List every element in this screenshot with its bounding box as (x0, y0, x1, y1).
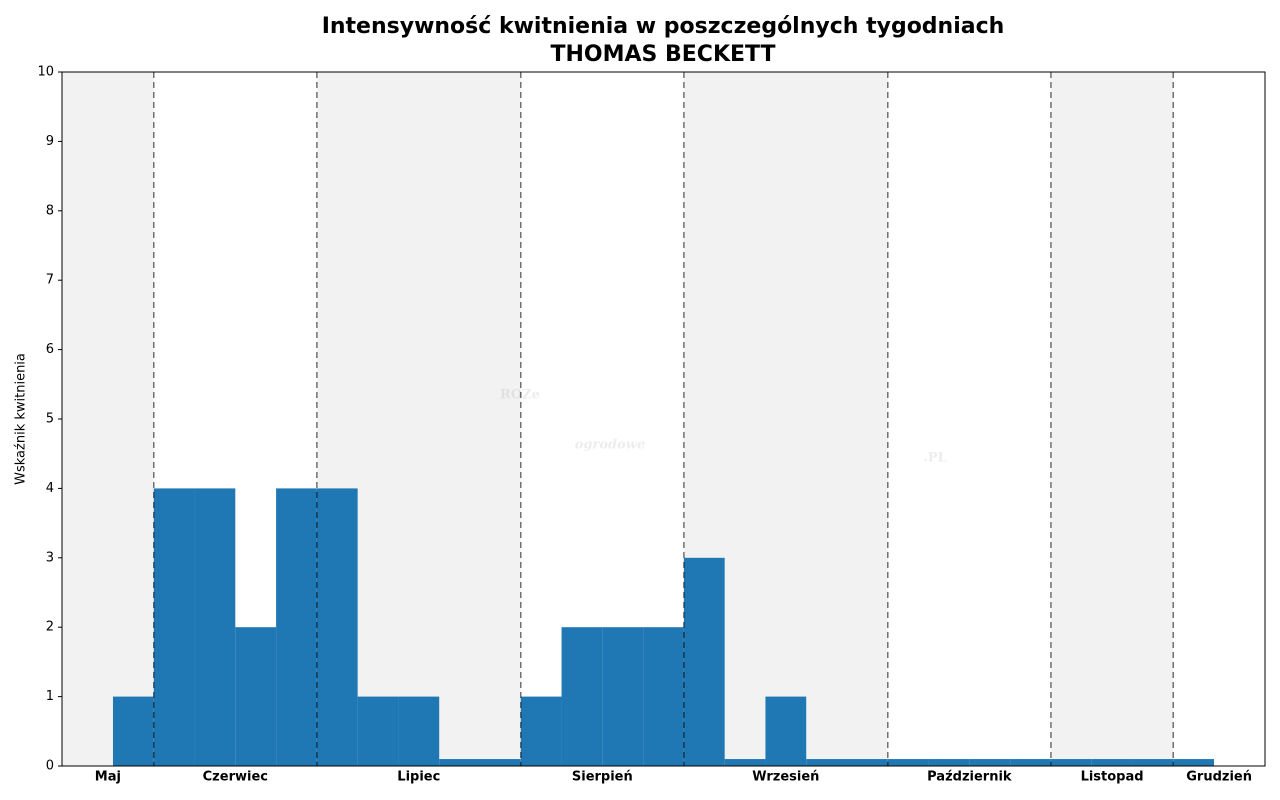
y-tick-label: 9 (46, 134, 54, 149)
month-label: Czerwiec (203, 770, 268, 785)
bar (847, 759, 888, 766)
month-label: Sierpień (572, 770, 633, 785)
y-axis-label: Wskaźnik kwitnienia (14, 353, 29, 485)
bar (561, 627, 603, 766)
month-label: Maj (95, 770, 121, 785)
bar (887, 759, 929, 766)
bar (602, 627, 644, 766)
chart-title: Intensywność kwitnienia w poszczególnych… (322, 14, 1005, 39)
bar (112, 696, 154, 766)
bar (806, 759, 848, 766)
y-tick-label: 4 (46, 481, 54, 496)
bar (724, 759, 766, 766)
bar (357, 696, 399, 766)
y-tick-label: 10 (37, 65, 54, 80)
bar (765, 696, 807, 766)
month-band (62, 72, 154, 766)
bar (276, 488, 317, 766)
y-tick-label: 3 (46, 550, 54, 565)
y-tick-label: 0 (46, 759, 54, 774)
bar (1132, 759, 1174, 766)
bar (316, 488, 358, 766)
month-label: Listopad (1081, 770, 1144, 785)
chart-subtitle: THOMAS BECKETT (550, 42, 775, 67)
bar (153, 488, 195, 766)
watermark: ROZe (500, 388, 540, 403)
watermark: .PL (923, 451, 946, 466)
y-tick-label: 5 (46, 412, 54, 427)
month-label: Październik (927, 770, 1012, 785)
y-tick-label: 8 (46, 203, 54, 218)
bar (928, 759, 970, 766)
bar (235, 627, 277, 766)
month-label: Wrzesień (752, 770, 819, 785)
bar (1010, 759, 1051, 766)
bar (969, 759, 1011, 766)
bar (643, 627, 684, 766)
y-tick-label: 7 (46, 273, 54, 288)
month-label: Grudzień (1186, 770, 1252, 785)
bar (1050, 759, 1092, 766)
bar (683, 557, 725, 766)
bar (1173, 759, 1215, 766)
bar (439, 759, 480, 766)
bar (1091, 759, 1133, 766)
bar (479, 759, 521, 766)
bar (398, 696, 440, 766)
y-tick-label: 2 (46, 620, 54, 635)
watermark: ogrodowe (575, 438, 646, 453)
y-tick-label: 6 (46, 342, 54, 357)
bar (520, 696, 562, 766)
bar (194, 488, 236, 766)
month-band (1050, 72, 1174, 766)
y-tick-label: 1 (46, 689, 54, 704)
month-label: Lipiec (397, 770, 440, 785)
